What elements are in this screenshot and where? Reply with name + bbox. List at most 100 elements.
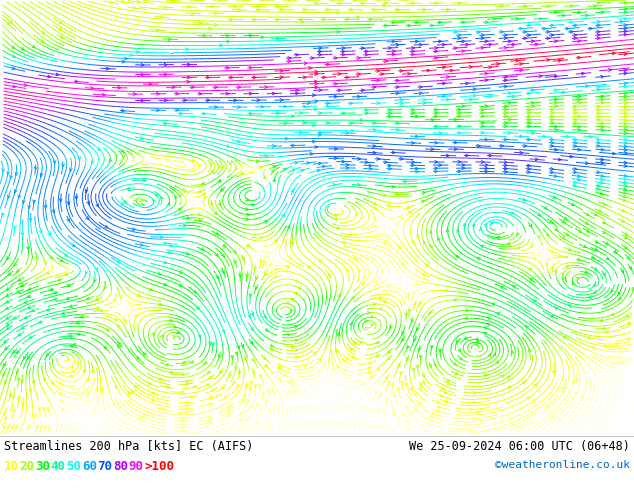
FancyArrowPatch shape — [315, 71, 318, 73]
FancyArrowPatch shape — [218, 165, 221, 168]
FancyArrowPatch shape — [358, 73, 360, 75]
FancyArrowPatch shape — [67, 201, 70, 204]
FancyArrowPatch shape — [505, 122, 507, 124]
FancyArrowPatch shape — [292, 346, 294, 348]
FancyArrowPatch shape — [7, 256, 10, 260]
FancyArrowPatch shape — [389, 115, 391, 118]
FancyArrowPatch shape — [419, 383, 422, 386]
FancyArrowPatch shape — [164, 6, 167, 8]
FancyArrowPatch shape — [484, 374, 488, 377]
FancyArrowPatch shape — [148, 412, 151, 415]
FancyArrowPatch shape — [310, 152, 313, 155]
FancyArrowPatch shape — [41, 173, 43, 176]
FancyArrowPatch shape — [10, 21, 13, 24]
FancyArrowPatch shape — [302, 406, 306, 409]
FancyArrowPatch shape — [485, 21, 488, 24]
FancyArrowPatch shape — [527, 34, 531, 37]
FancyArrowPatch shape — [389, 284, 392, 287]
FancyArrowPatch shape — [18, 333, 22, 336]
FancyArrowPatch shape — [70, 168, 72, 172]
FancyArrowPatch shape — [377, 407, 380, 410]
FancyArrowPatch shape — [443, 66, 445, 69]
FancyArrowPatch shape — [605, 331, 609, 333]
FancyArrowPatch shape — [624, 129, 627, 131]
FancyArrowPatch shape — [113, 402, 116, 406]
FancyArrowPatch shape — [481, 245, 484, 248]
FancyArrowPatch shape — [439, 132, 441, 134]
FancyArrowPatch shape — [226, 92, 229, 95]
FancyArrowPatch shape — [316, 390, 320, 392]
FancyArrowPatch shape — [342, 112, 345, 115]
FancyArrowPatch shape — [458, 161, 461, 163]
FancyArrowPatch shape — [249, 67, 252, 69]
FancyArrowPatch shape — [513, 286, 516, 288]
FancyArrowPatch shape — [351, 297, 354, 300]
FancyArrowPatch shape — [323, 407, 326, 410]
FancyArrowPatch shape — [594, 268, 597, 270]
FancyArrowPatch shape — [349, 393, 353, 395]
FancyArrowPatch shape — [155, 157, 158, 160]
FancyArrowPatch shape — [456, 340, 459, 343]
FancyArrowPatch shape — [373, 224, 377, 227]
FancyArrowPatch shape — [624, 188, 626, 191]
FancyArrowPatch shape — [28, 425, 30, 429]
FancyArrowPatch shape — [456, 229, 459, 232]
FancyArrowPatch shape — [624, 236, 628, 239]
FancyArrowPatch shape — [407, 345, 410, 348]
FancyArrowPatch shape — [65, 273, 68, 275]
FancyArrowPatch shape — [207, 371, 210, 373]
FancyArrowPatch shape — [283, 169, 287, 171]
FancyArrowPatch shape — [8, 272, 11, 275]
FancyArrowPatch shape — [597, 30, 600, 33]
FancyArrowPatch shape — [456, 256, 460, 259]
FancyArrowPatch shape — [423, 274, 426, 276]
FancyArrowPatch shape — [383, 4, 385, 7]
FancyArrowPatch shape — [481, 115, 484, 118]
FancyArrowPatch shape — [91, 161, 94, 164]
FancyArrowPatch shape — [411, 319, 413, 322]
FancyArrowPatch shape — [195, 0, 198, 1]
FancyArrowPatch shape — [411, 161, 415, 164]
FancyArrowPatch shape — [219, 179, 221, 182]
FancyArrowPatch shape — [134, 386, 138, 389]
FancyArrowPatch shape — [172, 0, 175, 2]
FancyArrowPatch shape — [404, 382, 407, 386]
FancyArrowPatch shape — [462, 40, 465, 43]
FancyArrowPatch shape — [160, 197, 164, 200]
FancyArrowPatch shape — [422, 192, 425, 195]
FancyArrowPatch shape — [585, 162, 588, 165]
FancyArrowPatch shape — [27, 247, 30, 250]
FancyArrowPatch shape — [354, 0, 356, 1]
FancyArrowPatch shape — [346, 76, 349, 79]
FancyArrowPatch shape — [444, 391, 447, 393]
FancyArrowPatch shape — [593, 347, 595, 350]
FancyArrowPatch shape — [275, 275, 278, 277]
FancyArrowPatch shape — [34, 167, 37, 170]
FancyArrowPatch shape — [14, 263, 16, 266]
FancyArrowPatch shape — [185, 383, 188, 386]
FancyArrowPatch shape — [529, 349, 531, 352]
FancyArrowPatch shape — [397, 388, 399, 391]
FancyArrowPatch shape — [555, 11, 557, 14]
FancyArrowPatch shape — [266, 421, 268, 425]
FancyArrowPatch shape — [624, 24, 627, 26]
FancyArrowPatch shape — [465, 317, 468, 319]
FancyArrowPatch shape — [311, 382, 314, 385]
FancyArrowPatch shape — [473, 88, 476, 91]
FancyArrowPatch shape — [553, 196, 556, 198]
FancyArrowPatch shape — [547, 30, 550, 33]
FancyArrowPatch shape — [340, 385, 342, 387]
FancyArrowPatch shape — [435, 170, 437, 173]
FancyArrowPatch shape — [191, 12, 194, 15]
FancyArrowPatch shape — [134, 198, 137, 202]
FancyArrowPatch shape — [319, 47, 321, 49]
FancyArrowPatch shape — [313, 124, 315, 126]
FancyArrowPatch shape — [54, 298, 57, 300]
FancyArrowPatch shape — [458, 115, 461, 118]
FancyArrowPatch shape — [408, 73, 410, 75]
FancyArrowPatch shape — [241, 172, 244, 174]
FancyArrowPatch shape — [319, 112, 321, 115]
FancyArrowPatch shape — [248, 314, 250, 318]
FancyArrowPatch shape — [560, 273, 564, 276]
FancyArrowPatch shape — [446, 154, 450, 157]
